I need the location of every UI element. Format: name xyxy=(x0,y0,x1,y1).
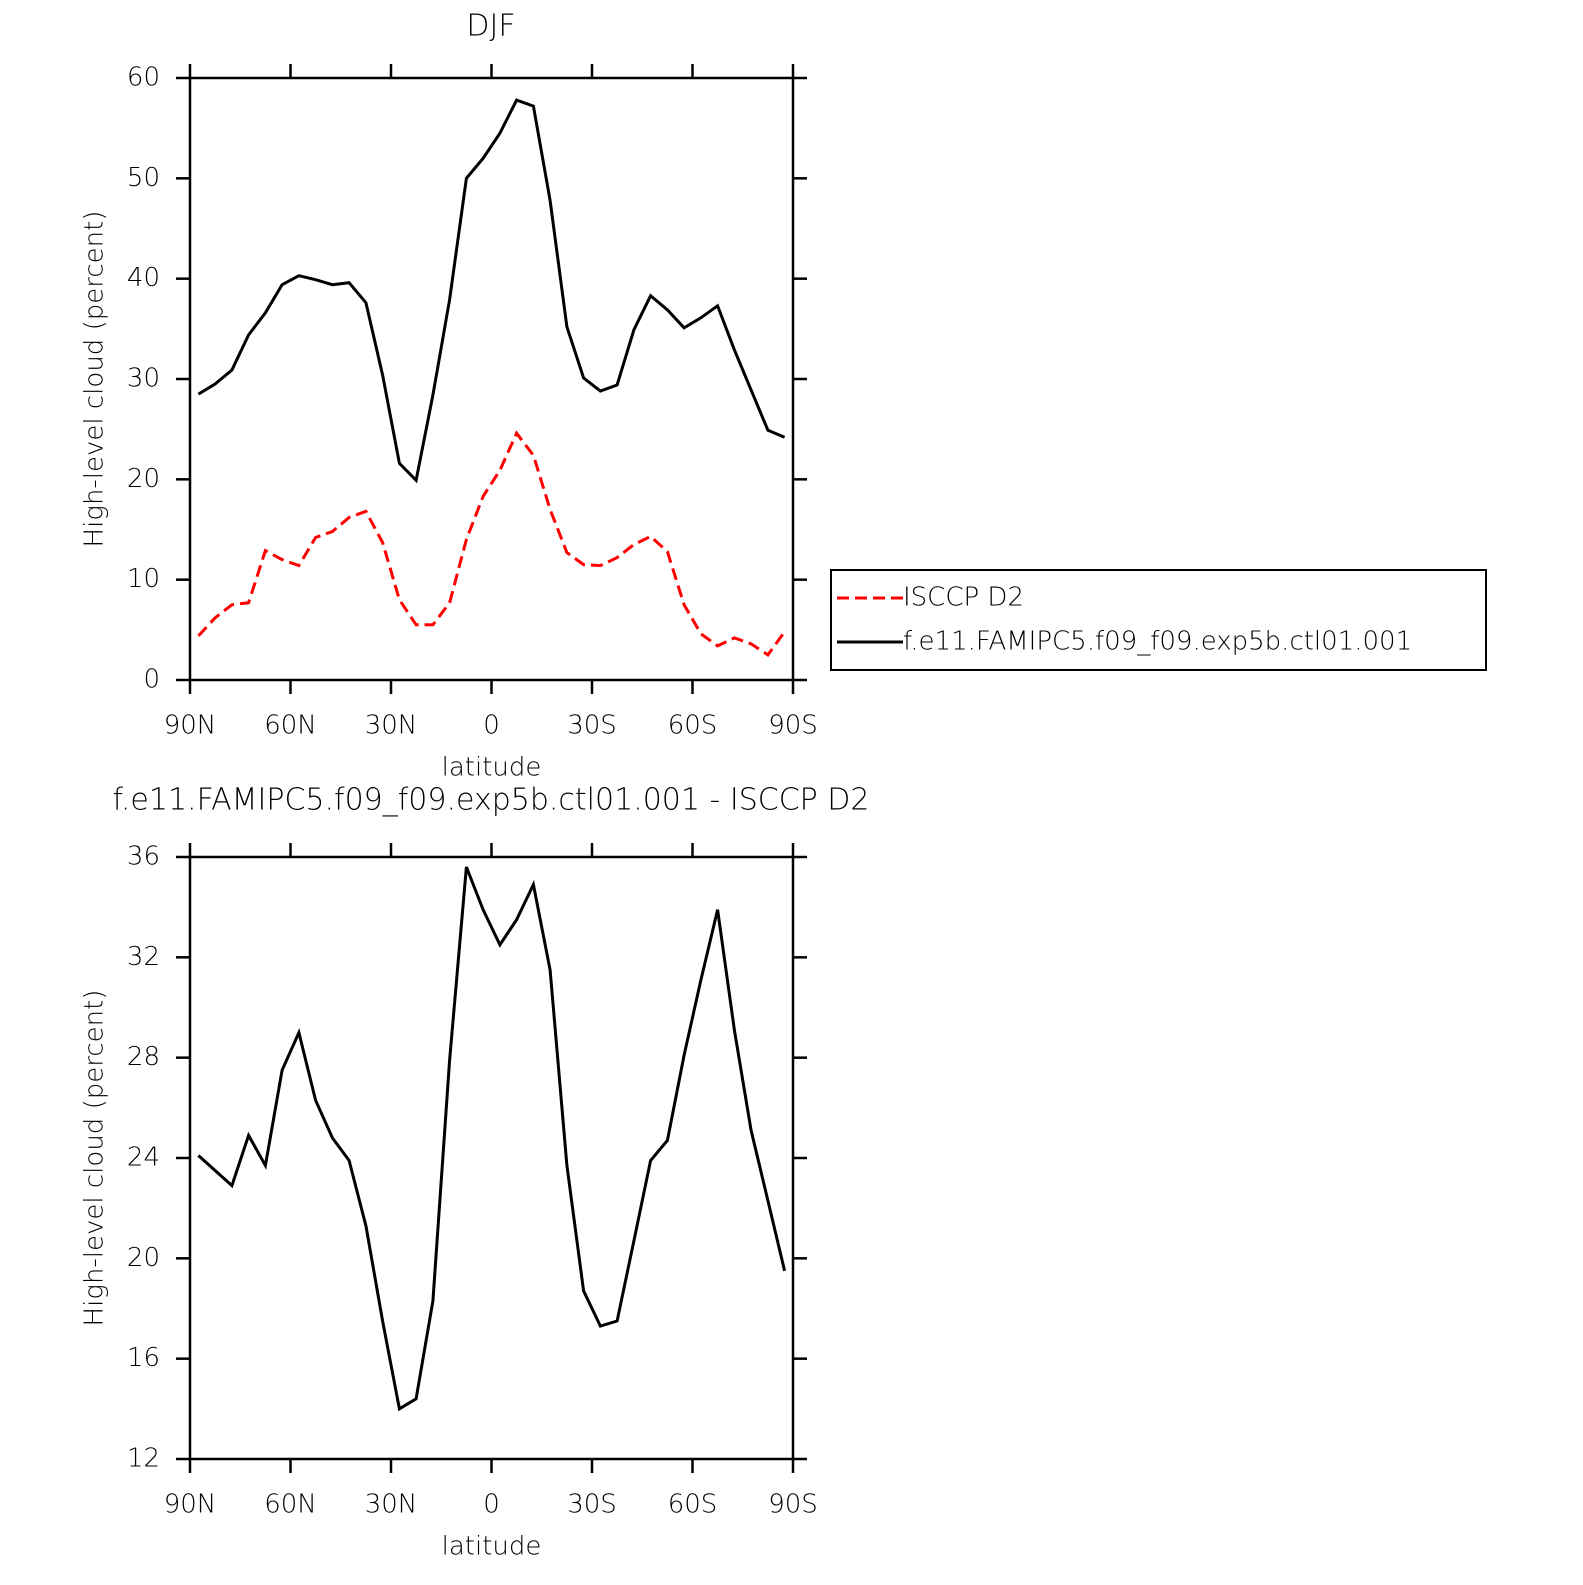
y-tick-label: 50 xyxy=(127,163,160,193)
plot-frame xyxy=(188,855,795,1461)
y-tick-label: 24 xyxy=(127,1143,160,1173)
y-tick-label: 28 xyxy=(127,1042,160,1072)
y-tick-label: 32 xyxy=(127,942,160,972)
chart-title: f.e11.FAMIPC5.f09_f09.exp5b.ctl01.001 - … xyxy=(113,783,870,818)
y-tick-label: 20 xyxy=(127,1243,160,1273)
y-tick-label: 16 xyxy=(127,1343,160,1373)
data-line xyxy=(197,430,786,657)
x-tick-label: 90N xyxy=(164,711,217,741)
y-tick-label: 12 xyxy=(127,1444,160,1474)
data-line xyxy=(197,866,787,1412)
x-tick-label: 30S xyxy=(567,711,617,741)
x-tick-label: 60S xyxy=(668,711,718,741)
x-tick-label: 60N xyxy=(264,1490,317,1520)
legend-label: f.e11.FAMIPC5.f09_f09.exp5b.ctl01.001 xyxy=(903,627,1412,657)
x-tick-label: 30N xyxy=(365,711,418,741)
y-tick-label: 40 xyxy=(127,263,160,293)
data-line xyxy=(197,98,786,484)
y-axis-label: High-level cloud (percent) xyxy=(80,990,110,1327)
x-tick-label: 90S xyxy=(768,711,818,741)
y-tick-label: 36 xyxy=(127,842,160,872)
chart-title: DJF xyxy=(466,9,515,44)
x-tick-label: 0 xyxy=(483,711,500,741)
y-tick-label: 30 xyxy=(127,364,160,394)
x-tick-label: 90N xyxy=(164,1490,217,1520)
y-tick-label: 0 xyxy=(143,665,160,695)
legend-label: ISCCP D2 xyxy=(903,583,1024,613)
x-tick-label: 30N xyxy=(365,1490,418,1520)
x-tick-label: 60N xyxy=(264,711,317,741)
y-tick-label: 20 xyxy=(127,464,160,494)
y-tick-label: 60 xyxy=(127,63,160,93)
x-tick-label: 0 xyxy=(483,1490,500,1520)
x-tick-label: 60S xyxy=(668,1490,718,1520)
x-axis-label: latitude xyxy=(442,1532,542,1562)
x-axis-label: latitude xyxy=(442,753,542,783)
x-tick-label: 30S xyxy=(567,1490,617,1520)
y-axis-label: High-level cloud (percent) xyxy=(80,211,110,548)
x-tick-label: 90S xyxy=(768,1490,818,1520)
plot-frame xyxy=(188,76,795,682)
y-tick-label: 10 xyxy=(127,564,160,594)
legend-box xyxy=(830,569,1487,671)
